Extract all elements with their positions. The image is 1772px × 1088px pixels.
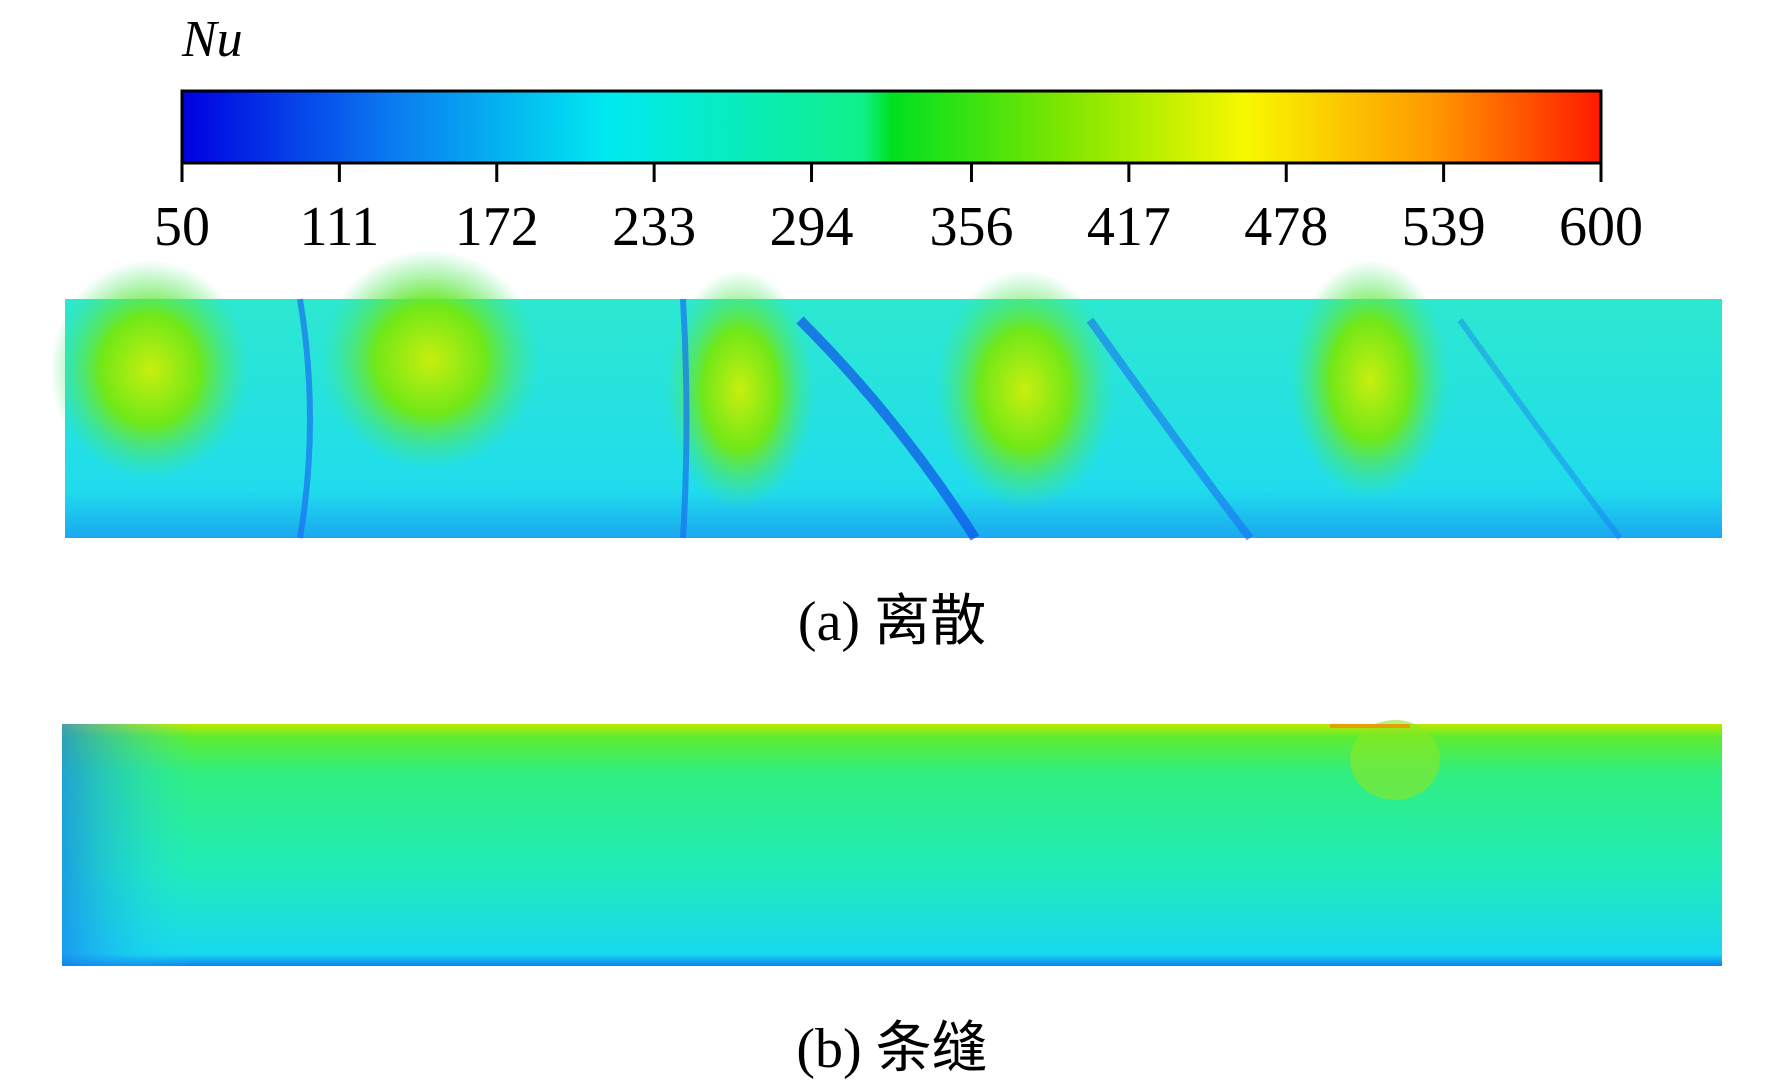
contour-region	[50, 260, 250, 480]
colorbar	[180, 89, 1603, 165]
tick-label: 356	[929, 196, 1013, 258]
tick-label: 172	[455, 196, 539, 258]
tick-label: 50	[154, 196, 210, 258]
contour-streak	[796, 316, 980, 541]
contour-region	[1330, 724, 1410, 728]
colorbar-ticks: 50 111 172 233 294 356 417 478 539 600	[154, 163, 1643, 258]
contour-region	[62, 724, 192, 966]
contour-streak	[680, 298, 690, 539]
colorbar-label: Nu	[181, 11, 243, 68]
panel-caption: (b) 条缝	[796, 1018, 987, 1080]
contour-region	[1350, 720, 1440, 800]
tick-label: 600	[1559, 196, 1643, 258]
contour-a	[50, 250, 1722, 541]
tick-label: 417	[1087, 196, 1171, 258]
contour-b	[62, 720, 1722, 966]
tick-label: 233	[612, 196, 696, 258]
contour-region	[935, 270, 1115, 510]
panel-caption: (a) 离散	[798, 591, 986, 653]
tick-label: 539	[1402, 196, 1486, 258]
tick-label: 111	[299, 196, 379, 258]
contour-streak	[297, 298, 313, 539]
contour-region	[1290, 260, 1450, 500]
tick-label: 294	[770, 196, 854, 258]
contour-streak	[1457, 318, 1623, 540]
contour-streak	[1086, 317, 1254, 541]
tick-label: 478	[1244, 196, 1328, 258]
contour-region	[320, 250, 540, 470]
contour-field	[62, 724, 1722, 966]
contour-region	[665, 270, 815, 510]
